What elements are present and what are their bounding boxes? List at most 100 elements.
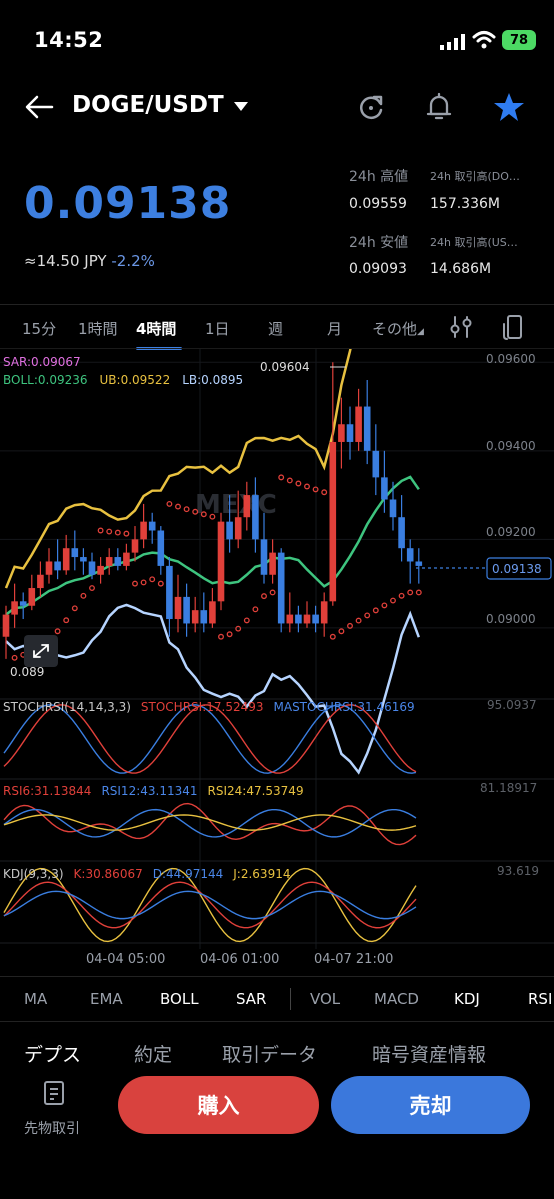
- sar-dot: [372, 607, 379, 614]
- candle-body: [320, 601, 328, 624]
- kdj-legend: KDJ(9,3,3) K:30.86067 D:44.97144 J:2.639…: [3, 867, 290, 881]
- watermark-logo: MEXC: [195, 490, 277, 520]
- candle-body: [234, 517, 242, 540]
- rsi24-line: [3, 814, 417, 831]
- tab-asset-info[interactable]: 暗号資産情報: [372, 1044, 487, 1066]
- sar-dot: [415, 589, 422, 596]
- indicator-tab-rsi[interactable]: RSI: [528, 990, 553, 1008]
- candle-body: [54, 561, 61, 571]
- candle-body: [200, 610, 208, 624]
- kdj-axis-max: 93.619: [497, 864, 539, 878]
- divider: [0, 304, 554, 305]
- tab-depth[interactable]: デプス: [24, 1044, 82, 1066]
- stochrsi-value: STOCHRSI:17.52493: [140, 700, 264, 714]
- volume-coin-value: 157.336M: [430, 196, 500, 212]
- volume-usdt-label: 24h 取引高(US…: [430, 236, 518, 249]
- candle-body: [62, 548, 70, 571]
- back-arrow-icon[interactable]: [22, 90, 56, 124]
- candle-body: [114, 557, 122, 566]
- divider: [0, 348, 554, 349]
- status-time: 14:52: [34, 28, 104, 52]
- candle-body: [303, 614, 311, 624]
- rsi-axis-max: 81.18917: [480, 781, 538, 795]
- candlestick-chart[interactable]: MEXC 0.09604 0.089 0.09138: [0, 349, 554, 977]
- tab-1h[interactable]: 1時間: [78, 320, 118, 338]
- sar-legend: SAR:0.09067: [3, 355, 81, 369]
- sar-dot: [329, 633, 336, 640]
- tab-4h[interactable]: 4時間: [136, 320, 177, 338]
- rotate-screen-icon[interactable]: [500, 312, 526, 342]
- sar-dot: [321, 489, 328, 496]
- indicator-tab-vol[interactable]: VOL: [310, 990, 341, 1008]
- stochrsi-title: STOCHRSI(14,14,3,3): [3, 700, 131, 714]
- indicator-tab-ema[interactable]: EMA: [90, 990, 123, 1008]
- bell-icon[interactable]: [422, 90, 456, 124]
- buy-button[interactable]: 購入: [118, 1076, 319, 1134]
- low-value: 0.09093: [349, 261, 407, 277]
- sar-dot: [97, 527, 104, 534]
- tab-trades[interactable]: 約定: [134, 1044, 173, 1066]
- stochrsi-axis-max: 95.0937: [487, 698, 537, 712]
- tab-more-label: その他: [372, 320, 418, 338]
- boll-legend: BOLL:0.09236 UB:0.09522 LB:0.0895: [3, 373, 243, 387]
- tab-week[interactable]: 週: [268, 320, 284, 338]
- indicator-settings-icon[interactable]: [448, 314, 474, 340]
- sar-dot: [338, 628, 345, 635]
- candle-body: [277, 552, 285, 624]
- mastochrsi-value: MASTOCHRSI:31.46169: [273, 700, 415, 714]
- candle-body: [312, 614, 319, 624]
- sar-dot: [390, 597, 396, 604]
- sar-dot: [140, 579, 147, 586]
- sar-dot: [157, 580, 164, 587]
- candle-body: [131, 539, 139, 553]
- sar-dot: [89, 585, 95, 591]
- candle-body: [2, 614, 10, 637]
- max-price-marker: 0.09604: [260, 360, 310, 374]
- sell-button[interactable]: 売却: [331, 1076, 530, 1134]
- tab-more[interactable]: その他◢: [372, 320, 424, 338]
- tab-1d[interactable]: 1日: [205, 320, 230, 338]
- min-price-marker: 0.089: [10, 665, 44, 679]
- kdj-title: KDJ(9,3,3): [3, 867, 64, 881]
- boll-value: BOLL:0.09236: [3, 373, 88, 387]
- sar-dot: [226, 631, 233, 638]
- candle-body: [338, 424, 345, 442]
- sar-dot: [54, 628, 61, 635]
- candle-body: [183, 596, 190, 624]
- candle-body: [363, 406, 371, 451]
- futures-button[interactable]: 先物取引: [18, 1080, 94, 1140]
- sar-dot: [200, 511, 207, 518]
- pair-selector[interactable]: DOGE/USDT: [72, 92, 248, 118]
- candle-body: [398, 517, 405, 549]
- candle-body: [191, 610, 199, 624]
- sar-dot: [295, 480, 302, 487]
- expand-chart-button[interactable]: [24, 635, 58, 667]
- candle-body: [415, 561, 423, 566]
- tab-trade-data[interactable]: 取引データ: [222, 1044, 318, 1066]
- sar-dot: [71, 605, 78, 612]
- stochrsi-d-line: [3, 704, 417, 774]
- star-icon[interactable]: [492, 90, 526, 124]
- sar-dot: [235, 625, 242, 632]
- rsi12-line: [3, 808, 417, 838]
- candle-body: [88, 561, 96, 575]
- sar-dot: [114, 529, 121, 536]
- high-label: 24h 高値: [349, 169, 409, 185]
- indicator-tab-kdj[interactable]: KDJ: [454, 990, 480, 1008]
- candle-body: [37, 574, 44, 589]
- tab-15m[interactable]: 15分: [22, 320, 57, 338]
- sar-dot: [243, 617, 250, 624]
- divider: [0, 976, 554, 977]
- indicator-tab-macd[interactable]: MACD: [374, 990, 419, 1008]
- y-axis-label: 0.09000: [486, 612, 536, 626]
- pair-label: DOGE/USDT: [72, 92, 224, 118]
- indicator-tab-boll[interactable]: BOLL: [160, 990, 199, 1008]
- sar-dot: [106, 528, 113, 535]
- refresh-icon[interactable]: [354, 90, 388, 124]
- tab-month[interactable]: 月: [327, 320, 343, 338]
- indicator-tab-sar[interactable]: SAR: [236, 990, 267, 1008]
- indicator-tab-ma[interactable]: MA: [24, 990, 48, 1008]
- kdj-j-line: [3, 867, 417, 943]
- approx-jpy: ≈14.50 JPY: [24, 252, 107, 270]
- rsi6-value: RSI6:31.13844: [3, 784, 92, 798]
